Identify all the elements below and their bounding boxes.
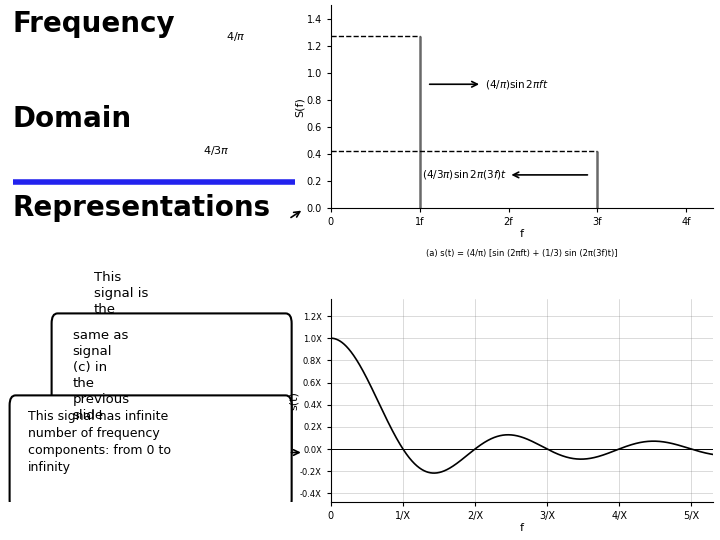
Text: Frequency: Frequency: [13, 10, 175, 38]
Text: Domain: Domain: [13, 105, 132, 133]
Text: This
signal is
the: This signal is the: [94, 271, 148, 316]
Y-axis label: S(f): S(f): [295, 97, 305, 117]
Y-axis label: s(t): s(t): [289, 392, 299, 410]
X-axis label: f: f: [520, 228, 524, 239]
X-axis label: f: f: [520, 523, 524, 532]
Text: Representations: Representations: [13, 194, 271, 222]
Text: $4/\pi$: $4/\pi$: [225, 30, 246, 43]
Text: This signal has infinite
number of frequency
components: from 0 to
infinity: This signal has infinite number of frequ…: [27, 410, 171, 474]
FancyBboxPatch shape: [9, 395, 292, 510]
FancyBboxPatch shape: [52, 313, 292, 460]
Text: same as
signal
(c) in
the
previous
slide: same as signal (c) in the previous slide: [73, 329, 130, 422]
Text: $4/3\pi$: $4/3\pi$: [203, 144, 230, 157]
Text: (a) s(t) = (4/π) [sin (2πft) + (1/3) sin (2π(3f)t)]: (a) s(t) = (4/π) [sin (2πft) + (1/3) sin…: [426, 249, 618, 258]
Text: $(4/3\pi)\sin 2\pi(3f)t$: $(4/3\pi)\sin 2\pi(3f)t$: [422, 168, 507, 181]
Text: $(4/\pi)\sin 2\pi ft$: $(4/\pi)\sin 2\pi ft$: [485, 78, 549, 91]
